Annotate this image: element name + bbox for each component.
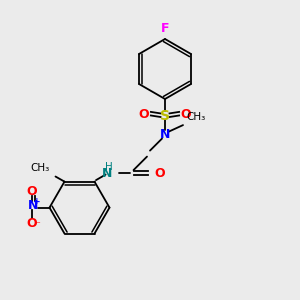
Text: O: O — [139, 107, 149, 121]
Text: N: N — [102, 167, 112, 180]
Text: S: S — [160, 109, 170, 122]
Text: F: F — [161, 22, 169, 34]
Text: H: H — [105, 162, 112, 172]
Text: ⁻: ⁻ — [34, 220, 40, 231]
Text: CH₃: CH₃ — [30, 163, 50, 172]
Text: N: N — [28, 199, 38, 212]
Text: +: + — [33, 196, 41, 206]
Text: O: O — [26, 217, 37, 230]
Text: O: O — [26, 184, 37, 198]
Text: CH₃: CH₃ — [186, 112, 205, 122]
Text: N: N — [160, 128, 170, 141]
Text: O: O — [154, 167, 165, 180]
Text: O: O — [181, 107, 191, 121]
